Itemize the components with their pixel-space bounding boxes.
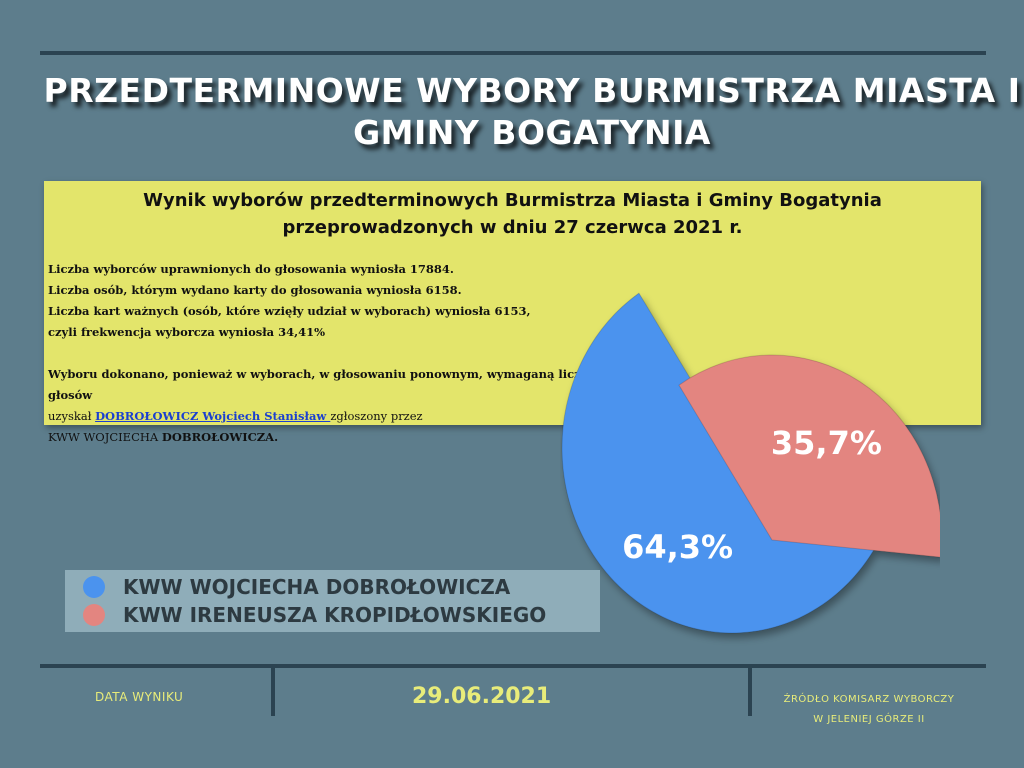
pie-label-kropidlowski: 35,7%: [771, 424, 882, 462]
chart-legend: KWW WOJCIECHA DOBROŁOWICZA KWW IRENEUSZA…: [65, 570, 600, 632]
results-info-box: Wynik wyborów przedterminowych Burmistrz…: [44, 181, 981, 444]
pie-slice-kropidlowski: [678, 354, 940, 558]
info-committee-prefix: KWW WOJCIECHA: [48, 430, 162, 444]
info-line-winner: uzyskał DOBROŁOWICZ Wojciech Stanisław z…: [48, 406, 608, 427]
winner-link[interactable]: DOBROŁOWICZ Wojciech Stanisław: [95, 409, 331, 423]
footer-date-label: DATA WYNIKU: [95, 690, 184, 704]
legend-label-kropidlowski: KWW IRENEUSZA KROPIDŁOWSKIEGO: [123, 603, 547, 627]
top-divider: [40, 51, 986, 55]
bottom-divider: [40, 664, 986, 668]
page-title: PRZEDTERMINOWE WYBORY BURMISTRZA MIASTA …: [43, 71, 1021, 152]
legend-item-kropidlowski: KWW IRENEUSZA KROPIDŁOWSKIEGO: [83, 601, 546, 629]
legend-label-dobrolowicz: KWW WOJCIECHA DOBROŁOWICZA: [123, 575, 511, 599]
pie-chart: 64,3% 35,7%: [561, 292, 940, 634]
info-line-committee: KWW WOJCIECHA DOBROŁOWICZA.: [48, 427, 608, 448]
info-line-ballots-issued: Liczba osób, którym wydano karty do głos…: [48, 283, 462, 297]
info-line-turnout: czyli frekwencja wyborcza wyniosła 34,41…: [48, 325, 326, 339]
info-body: Liczba wyborców uprawnionych do głosowan…: [48, 259, 608, 448]
legend-item-dobrolowicz: KWW WOJCIECHA DOBROŁOWICZA: [83, 573, 510, 601]
footer-divider-left: [271, 668, 275, 716]
pie-label-dobrolowicz: 64,3%: [622, 528, 733, 566]
footer-source: ŹRÓDŁO KOMISARZ WYBORCZY W JELENIEJ GÓRZ…: [758, 690, 980, 730]
info-winner-prefix: uzyskał: [48, 409, 96, 423]
footer-source-line2: W JELENIEJ GÓRZE II: [813, 714, 925, 725]
info-heading: Wynik wyborów przedterminowych Burmistrz…: [143, 190, 882, 238]
info-winner-suffix: zgłoszony przez: [330, 409, 423, 423]
info-committee-name: DOBROŁOWICZA.: [161, 430, 279, 444]
info-line-election-result: Wyboru dokonano, ponieważ w wyborach, w …: [48, 367, 597, 402]
legend-marker-dobrolowicz: [83, 576, 105, 598]
footer-date: 29.06.2021: [412, 684, 552, 709]
footer-source-line1: ŹRÓDŁO KOMISARZ WYBORCZY: [783, 694, 955, 705]
footer-divider-right: [748, 668, 752, 716]
info-line-eligible-voters: Liczba wyborców uprawnionych do głosowan…: [48, 262, 454, 276]
info-line-valid-ballots: Liczba kart ważnych (osób, które wzięły …: [48, 304, 531, 318]
legend-marker-kropidlowski: [83, 604, 105, 626]
